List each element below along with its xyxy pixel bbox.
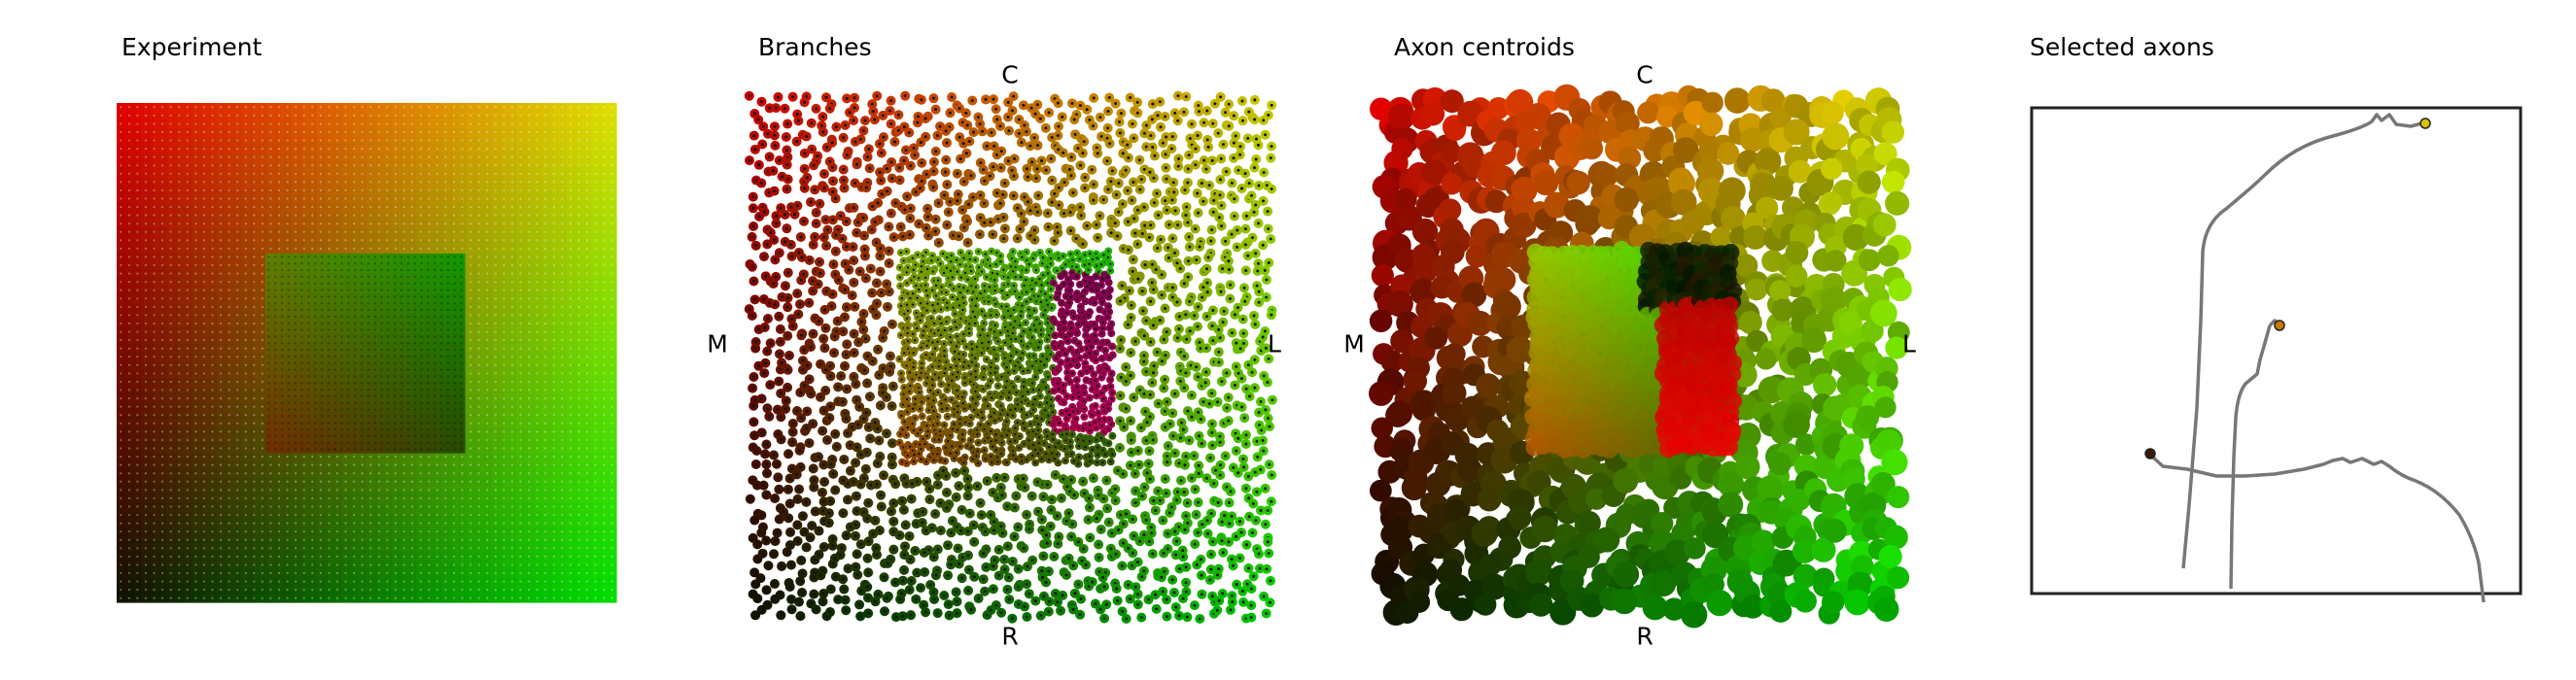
centroids-title: Axon centroids bbox=[1394, 33, 1575, 61]
centroids-label-top: C bbox=[1636, 60, 1654, 89]
selected-frame bbox=[2030, 106, 2523, 595]
experiment-panel: Experiment bbox=[0, 0, 642, 680]
axon-trace-3 bbox=[2148, 453, 2486, 603]
axon-centroid-markers bbox=[2144, 118, 2431, 459]
selected-title: Selected axons bbox=[2030, 33, 2214, 61]
selected-panel: Selected axons bbox=[1925, 0, 2576, 680]
experiment-plot bbox=[117, 103, 617, 603]
branches-label-bottom: R bbox=[1001, 622, 1019, 651]
experiment-inner-dots bbox=[267, 255, 463, 451]
branches-inner-dots bbox=[895, 247, 1117, 468]
centroids-label-right: L bbox=[1902, 329, 1916, 358]
axon-traces bbox=[2148, 113, 2486, 603]
branches-title: Branches bbox=[758, 33, 872, 61]
branches-label-right: L bbox=[1268, 329, 1281, 358]
experiment-title: Experiment bbox=[122, 33, 262, 61]
centroids-label-left: M bbox=[1343, 329, 1365, 358]
selected-plot bbox=[2030, 106, 2523, 603]
branches-label-left: M bbox=[707, 329, 728, 358]
centroids-plot bbox=[1369, 84, 1912, 629]
centroids-panel: Axon centroids C R M L bbox=[1283, 0, 1925, 680]
centroids-label-bottom: R bbox=[1636, 622, 1654, 651]
branches-dots bbox=[744, 90, 1277, 624]
axon-trace-1 bbox=[2181, 113, 2426, 569]
centroid-inner-blobs bbox=[1523, 240, 1743, 459]
experiment-inner-square bbox=[265, 254, 466, 454]
axon-trace-2 bbox=[2229, 324, 2272, 590]
branches-panel: Branches C R M L bbox=[642, 0, 1283, 680]
branches-label-top: C bbox=[1001, 60, 1019, 89]
centroid-blobs bbox=[1369, 84, 1912, 629]
branches-plot bbox=[744, 90, 1277, 624]
